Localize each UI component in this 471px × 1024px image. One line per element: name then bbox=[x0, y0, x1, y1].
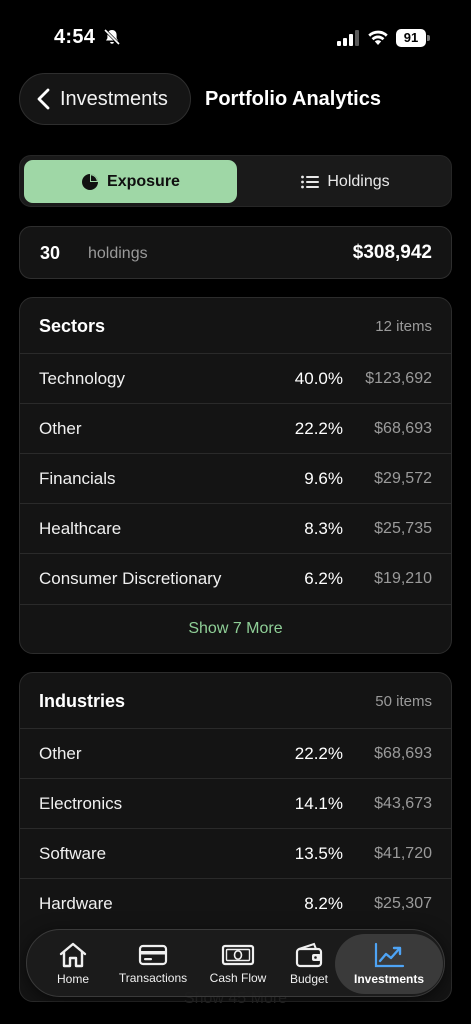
sectors-show-more-button[interactable]: Show 7 More bbox=[20, 604, 451, 653]
wallet-icon bbox=[295, 942, 323, 968]
industry-name: Electronics bbox=[39, 794, 123, 813]
sector-name: Financials bbox=[39, 469, 116, 488]
sectors-list: Technology 40.0% $123,692 Other 22.2% $6… bbox=[20, 354, 451, 604]
industry-row[interactable]: Software 13.5% $41,720 bbox=[20, 829, 451, 879]
sectors-card: Sectors 12 items Technology 40.0% $123,6… bbox=[19, 297, 452, 654]
sector-row[interactable]: Technology 40.0% $123,692 bbox=[20, 354, 451, 404]
sector-name: Healthcare bbox=[39, 519, 122, 538]
battery-level: 91 bbox=[396, 29, 426, 47]
back-button-label: Investments bbox=[60, 87, 168, 110]
sector-amount: $19,210 bbox=[374, 570, 432, 587]
industry-row[interactable]: Other 22.2% $68,693 bbox=[20, 729, 451, 779]
sector-row[interactable]: Other 22.2% $68,693 bbox=[20, 404, 451, 454]
industries-title: Industries bbox=[39, 691, 126, 711]
credit-card-icon bbox=[138, 944, 168, 966]
tab-transactions[interactable]: Transactions bbox=[113, 930, 193, 998]
industry-amount: $41,720 bbox=[374, 845, 432, 862]
sectors-count: 12 items bbox=[375, 318, 432, 335]
sector-name: Consumer Discretionary bbox=[39, 569, 222, 588]
tab-budget[interactable]: Budget bbox=[277, 930, 341, 998]
bell-slash-icon bbox=[103, 28, 121, 46]
tab-investments[interactable]: Investments bbox=[339, 930, 439, 998]
wifi-icon bbox=[368, 30, 388, 45]
battery-indicator: 91 bbox=[396, 29, 430, 47]
tab-exposure-label: Exposure bbox=[107, 172, 180, 190]
sector-amount: $25,735 bbox=[374, 520, 432, 537]
view-segmented-control: Exposure Holdings bbox=[19, 155, 452, 207]
sector-name: Technology bbox=[39, 369, 126, 388]
sector-row[interactable]: Healthcare 8.3% $25,735 bbox=[20, 504, 451, 554]
industries-header: Industries 50 items bbox=[20, 673, 451, 729]
chart-trending-up-icon bbox=[374, 942, 405, 968]
sectors-header: Sectors 12 items bbox=[20, 298, 451, 354]
industry-row[interactable]: Hardware 8.2% $25,307 bbox=[20, 879, 451, 929]
sector-percent: 22.2% bbox=[294, 419, 343, 438]
home-icon bbox=[59, 942, 87, 968]
sector-amount: $68,693 bbox=[374, 420, 432, 437]
industry-name: Other bbox=[39, 744, 82, 763]
bottom-tab-bar: Home Transactions Cash Flow Budget bbox=[26, 929, 445, 997]
tab-home-label: Home bbox=[56, 972, 89, 986]
industry-name: Software bbox=[39, 844, 107, 863]
industry-row[interactable]: Electronics 14.1% $43,673 bbox=[20, 779, 451, 829]
sector-row[interactable]: Consumer Discretionary 6.2% $19,210 bbox=[20, 554, 451, 604]
sector-name: Other bbox=[39, 419, 82, 438]
back-button[interactable]: Investments bbox=[19, 73, 191, 125]
status-bar: 4:54 91 bbox=[0, 0, 471, 64]
tab-transactions-label: Transactions bbox=[118, 971, 188, 985]
industries-count: 50 items bbox=[375, 693, 432, 710]
sector-percent: 6.2% bbox=[304, 569, 343, 588]
tab-budget-label: Budget bbox=[289, 972, 329, 986]
pie-chart-icon bbox=[82, 173, 99, 190]
tab-home[interactable]: Home bbox=[35, 930, 111, 998]
tab-cash-flow[interactable]: Cash Flow bbox=[199, 930, 277, 998]
cellular-signal-icon bbox=[337, 30, 359, 46]
industry-percent: 22.2% bbox=[294, 744, 343, 763]
status-time: 4:54 bbox=[54, 26, 96, 48]
industry-amount: $68,693 bbox=[374, 745, 432, 762]
list-icon bbox=[301, 175, 320, 188]
tab-cash-flow-label: Cash Flow bbox=[209, 971, 267, 985]
holdings-summary: 30 holdings $308,942 bbox=[19, 226, 452, 279]
industry-name: Hardware bbox=[39, 894, 113, 913]
sector-row[interactable]: Financials 9.6% $29,572 bbox=[20, 454, 451, 504]
industry-percent: 8.2% bbox=[304, 894, 343, 913]
chevron-left-icon bbox=[37, 88, 50, 110]
industries-list: Other 22.2% $68,693 Electronics 14.1% $4… bbox=[20, 729, 451, 929]
sector-amount: $29,572 bbox=[374, 470, 432, 487]
industry-percent: 13.5% bbox=[294, 844, 343, 863]
active-tab-highlight bbox=[335, 934, 443, 994]
sector-percent: 8.3% bbox=[304, 519, 343, 538]
industry-amount: $25,307 bbox=[374, 895, 432, 912]
sector-amount: $123,692 bbox=[365, 370, 432, 387]
banknote-icon bbox=[221, 944, 255, 966]
sector-percent: 9.6% bbox=[304, 469, 343, 488]
tab-investments-label: Investments bbox=[353, 972, 425, 986]
industry-amount: $43,673 bbox=[374, 795, 432, 812]
tab-holdings[interactable]: Holdings bbox=[242, 160, 449, 203]
sectors-title: Sectors bbox=[39, 316, 106, 336]
sector-percent: 40.0% bbox=[294, 369, 343, 388]
tab-holdings-label: Holdings bbox=[327, 172, 390, 190]
holdings-count: 30 bbox=[40, 243, 61, 263]
holdings-unit-label: holdings bbox=[88, 245, 148, 262]
industry-percent: 14.1% bbox=[294, 794, 343, 813]
portfolio-total-value: $308,942 bbox=[352, 242, 432, 263]
page-title: Portfolio Analytics bbox=[205, 88, 381, 110]
battery-cap bbox=[427, 35, 430, 41]
tab-exposure[interactable]: Exposure bbox=[24, 160, 237, 203]
